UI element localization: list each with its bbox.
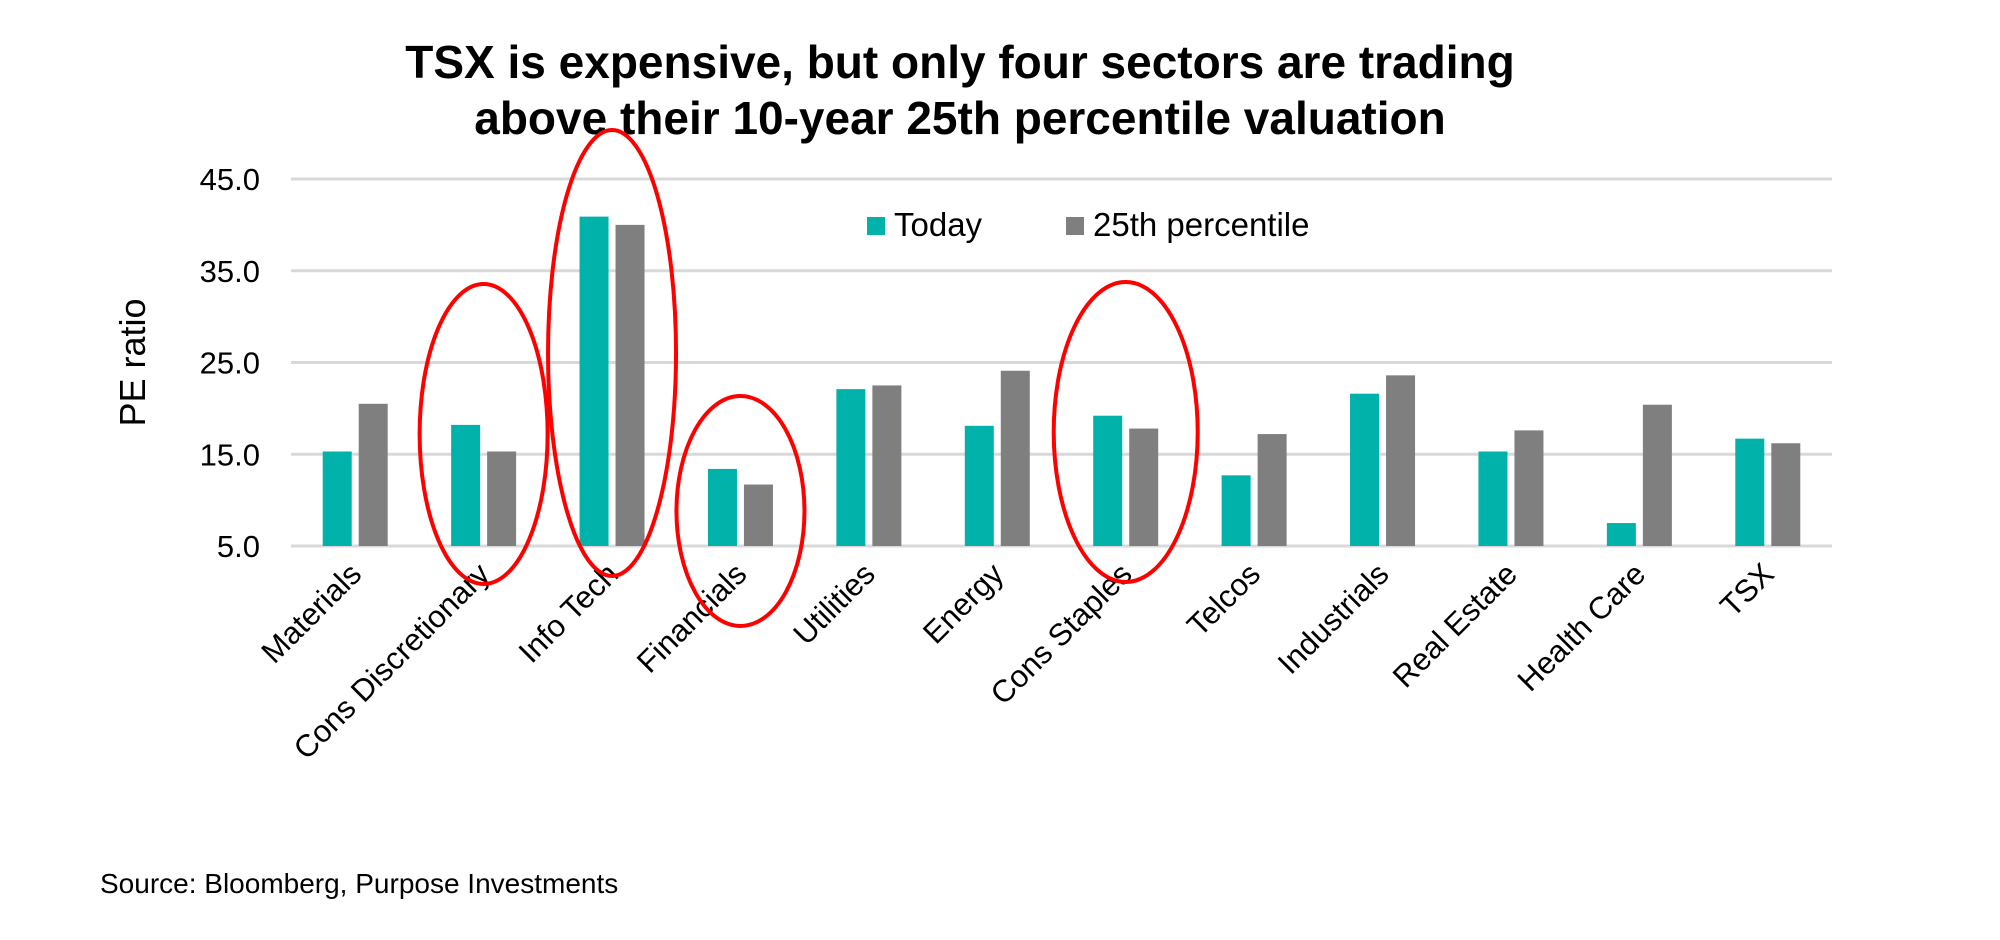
bar-25th-percentile — [1642, 404, 1672, 546]
chart-title-line-1: TSX is expensive, but only four sectors … — [405, 36, 1515, 88]
bar-today — [964, 425, 994, 546]
legend-swatch — [867, 217, 885, 235]
legend-swatch — [1066, 217, 1084, 235]
bar-25th-percentile — [358, 403, 388, 546]
y-tick-label: 15.0 — [200, 437, 260, 472]
bar-25th-percentile — [1000, 370, 1030, 546]
bar-today — [322, 451, 352, 546]
y-tick-label: 45.0 — [200, 162, 260, 197]
bar-25th-percentile — [1514, 430, 1544, 546]
y-axis-label: PE ratio — [112, 298, 153, 426]
highlight-ellipse — [1051, 280, 1200, 584]
bar-25th-percentile — [743, 484, 773, 546]
source-note: Source: Bloomberg, Purpose Investments — [100, 868, 619, 899]
bar-today — [707, 468, 737, 546]
bar-today — [1221, 475, 1251, 546]
bar-25th-percentile — [615, 224, 645, 546]
x-tick-label: Telcos — [1180, 556, 1267, 643]
x-tick-label: TSX — [1713, 556, 1781, 624]
bar-today — [1093, 415, 1123, 546]
bar-25th-percentile — [1129, 428, 1159, 546]
highlight-ellipse — [417, 282, 550, 586]
bar-today — [1606, 523, 1636, 546]
x-tick-label: Health Care — [1511, 556, 1653, 698]
x-tick-label: Energy — [916, 556, 1011, 651]
chart-title-line-2: above their 10-year 25th percentile valu… — [474, 92, 1446, 144]
bar-25th-percentile — [1386, 375, 1416, 546]
bar-today — [1478, 451, 1508, 546]
x-tick-label: Real Estate — [1386, 556, 1524, 694]
legend-label: Today — [894, 206, 983, 243]
bar-today — [1735, 438, 1765, 546]
y-tick-label: 35.0 — [200, 254, 260, 289]
x-tick-label: Financials — [630, 556, 753, 679]
bar-today — [579, 216, 609, 546]
bar-25th-percentile — [872, 385, 902, 546]
chart-title: TSX is expensive, but only four sectors … — [0, 34, 2000, 146]
bar-25th-percentile — [1257, 434, 1287, 546]
x-tick-label: Info Tech — [512, 556, 625, 669]
x-tick-label: Materials — [254, 556, 368, 670]
bar-25th-percentile — [487, 451, 517, 546]
bar-today — [836, 389, 866, 546]
x-tick-label: Industrials — [1271, 556, 1396, 681]
x-tick-label: Utilities — [786, 556, 881, 651]
bar-today — [451, 424, 481, 546]
highlight-ellipse — [546, 128, 679, 578]
y-tick-label: 25.0 — [200, 346, 260, 381]
bar-25th-percentile — [1771, 443, 1801, 546]
legend-label: 25th percentile — [1093, 206, 1309, 243]
bar-today — [1350, 393, 1380, 546]
y-tick-label: 5.0 — [217, 529, 260, 564]
highlight-ellipse — [674, 394, 807, 628]
